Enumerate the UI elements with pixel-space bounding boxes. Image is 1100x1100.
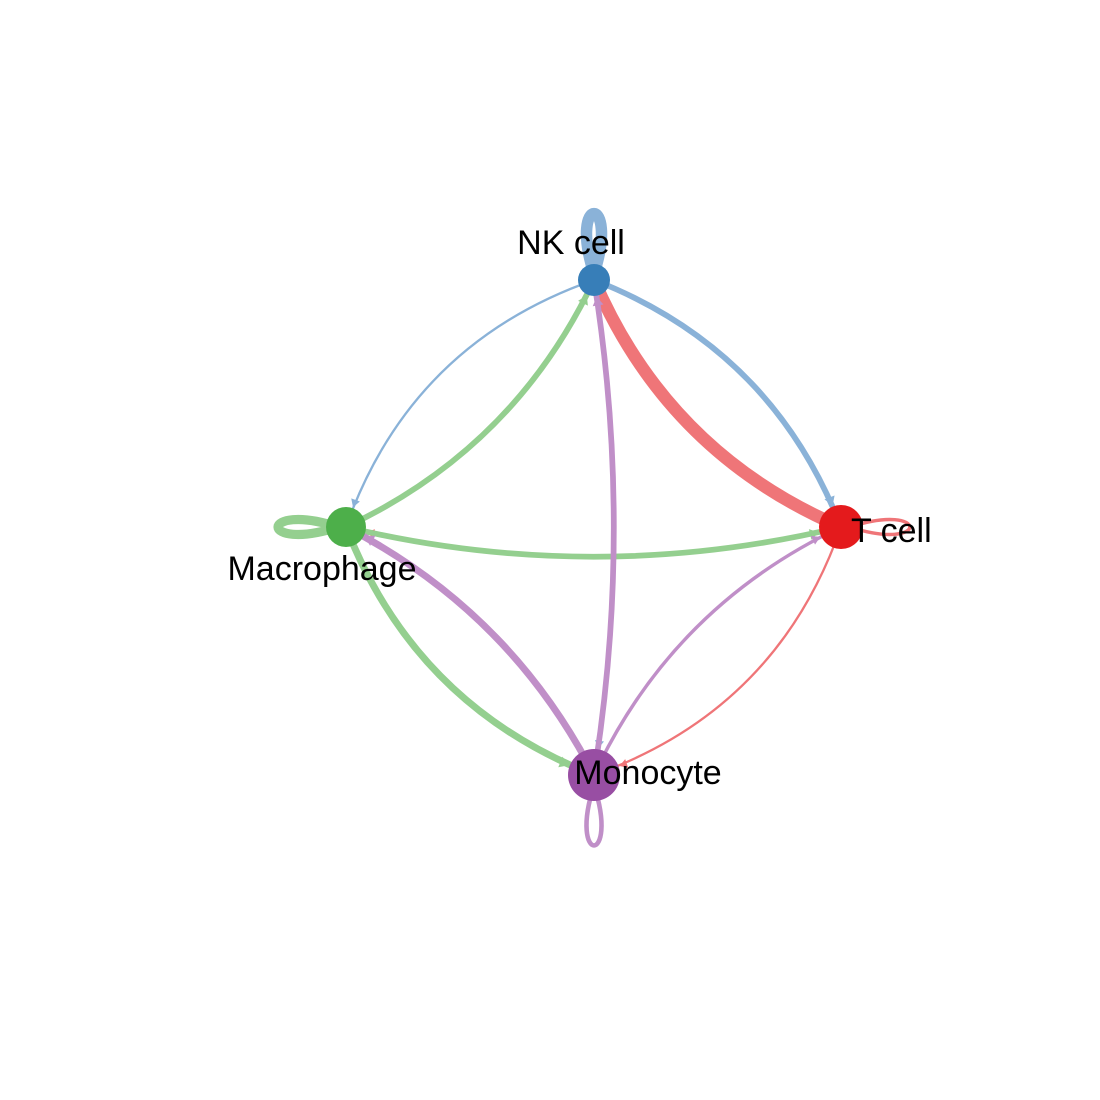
label-t-cell: T cell [851, 512, 932, 550]
arrowhead-mac-to-nk [578, 295, 588, 306]
label-layer: NK cell T cell Macrophage Monocyte [227, 224, 931, 792]
edge-tcell-to-nk [587, 273, 848, 534]
label-monocyte: Monocyte [574, 754, 721, 792]
arrowhead-nk-to-mac [351, 498, 360, 508]
arrowhead-mac-to-mono [558, 756, 569, 768]
edge-nk-to-mac [344, 278, 596, 529]
edge-nk-to-tcell [591, 277, 844, 530]
edge-mac-to-mac [273, 514, 343, 540]
arrowhead-mono-to-mac [364, 535, 376, 546]
edge-mono-to-nk [591, 277, 617, 778]
arrowhead-mono-to-tcell [810, 535, 821, 545]
edge-tcell-to-tcell [848, 517, 912, 537]
node-nk-cell [578, 264, 610, 296]
label-nk-cell: NK cell [517, 224, 625, 262]
edge-mac-to-nk [343, 277, 597, 530]
edge-tcell-to-mono [592, 525, 843, 777]
edge-mono-to-mono [584, 783, 604, 848]
edge-mac-to-tcell [343, 524, 844, 560]
arrowhead-tcell-to-mono [619, 759, 629, 768]
node-layer [326, 264, 863, 801]
arrowhead-mono-to-nk [592, 296, 604, 307]
arrowhead-nk-to-tcell [824, 495, 835, 506]
edge-mono-to-mac [342, 523, 598, 779]
node-t-cell [819, 505, 863, 549]
edge-layer [273, 208, 912, 848]
label-macrophage: Macrophage [227, 550, 416, 588]
node-macrophage [326, 507, 366, 547]
edge-mono-to-tcell [592, 525, 843, 777]
arrowhead-mac-to-tcell [808, 529, 819, 540]
edge-nk-to-nk [580, 208, 608, 280]
arrowhead-tcell-to-nk [598, 295, 612, 309]
edge-mac-to-mono [342, 523, 598, 779]
node-monocyte [568, 749, 620, 801]
